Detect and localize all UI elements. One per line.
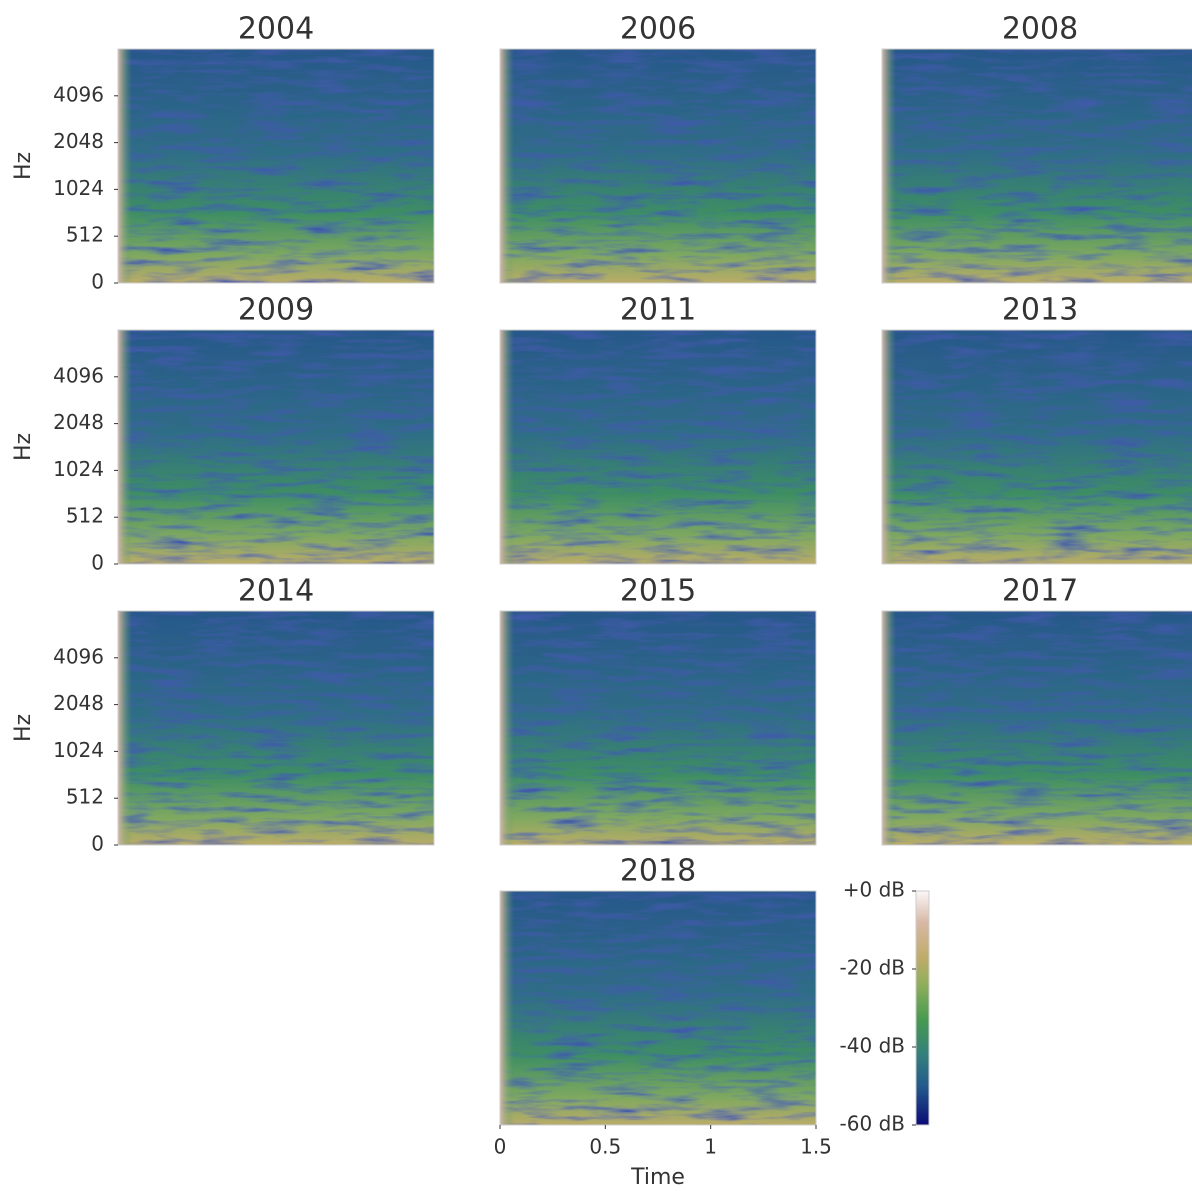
spectrogram [500,330,816,564]
y-tick-label: 512 [66,504,104,528]
y-tick-label: 4096 [53,82,104,106]
frame [117,610,435,846]
colorbar-tick-label: -60 dB [840,1112,905,1136]
y-tick-label: 0 [91,270,104,294]
spectrogram-edge [500,330,514,564]
spectrogram-edge [882,49,896,283]
y-tick-label: 4096 [53,363,104,387]
y-tick-label: 2048 [53,129,104,153]
panel-title: 2015 [620,574,696,609]
panel-title: 2006 [620,12,696,47]
y-tick-label: 512 [66,223,104,247]
spectrogram [882,330,1192,564]
panel-title: 2014 [238,574,314,609]
panel-title: 2011 [620,293,696,328]
frame [499,890,817,1126]
spectrogram [118,49,434,283]
y-tick-label: 2048 [53,691,104,715]
x-axis-label: Time [630,1165,685,1190]
panel-title: 2008 [1002,12,1078,47]
x-tick-label: 1.5 [800,1135,832,1159]
colorbar [915,890,930,1126]
spectrogram [118,330,434,564]
frame [499,610,817,846]
frame [499,329,817,565]
spectrogram [500,611,816,845]
spectrogram [882,49,1192,283]
spectrogram-edge [500,611,514,845]
panel-title: 2017 [1002,574,1078,609]
frame [499,48,817,284]
y-tick-label: 0 [91,551,104,575]
spectrogram [882,611,1192,845]
panel-title: 2009 [238,293,314,328]
y-tick-label: 0 [91,832,104,856]
spectrogram [118,611,434,845]
y-tick-label: 2048 [53,410,104,434]
frame [117,329,435,565]
y-axis-label: Hz [11,433,36,461]
spectrogram-edge [500,49,514,283]
y-tick-label: 4096 [53,644,104,668]
colorbar-tick-label: -40 dB [840,1034,905,1058]
frame [881,329,1192,565]
spectrogram-edge [118,611,132,845]
spectrogram [500,891,816,1125]
y-axis-label: Hz [11,152,36,180]
spectrogram-edge [118,49,132,283]
spectrogram-edge [882,611,896,845]
colorbar-tick-label: +0 dB [843,878,905,902]
spectrogram-edge [500,891,514,1125]
y-axis-label: Hz [11,714,36,742]
x-tick-label: 0.5 [589,1135,621,1159]
frame [881,610,1192,846]
panel-title: 2004 [238,12,314,47]
y-tick-label: 512 [66,785,104,809]
spectrogram [500,49,816,283]
frame [881,48,1192,284]
colorbar-tick-label: -20 dB [840,956,905,980]
x-tick-label: 0 [494,1135,507,1159]
y-tick-label: 1024 [53,176,104,200]
panel-title: 2013 [1002,293,1078,328]
y-tick-label: 1024 [53,457,104,481]
y-tick-label: 1024 [53,738,104,762]
panel-title: 2018 [620,854,696,889]
frame [117,48,435,284]
spectrogram-edge [118,330,132,564]
spectrogram-edge [882,330,896,564]
x-tick-label: 1 [704,1135,717,1159]
